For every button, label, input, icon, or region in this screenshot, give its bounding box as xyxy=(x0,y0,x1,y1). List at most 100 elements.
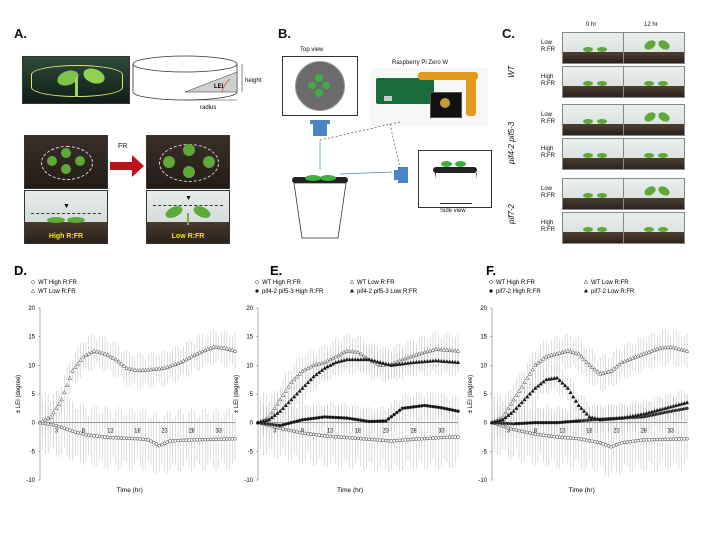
x-axis-label: Time (hr) xyxy=(337,487,363,494)
y-tick-label: 5 xyxy=(32,392,36,398)
data-point xyxy=(361,357,366,362)
x-tick-label: 18 xyxy=(134,429,141,435)
data-point xyxy=(403,361,408,366)
data-point xyxy=(378,359,383,364)
data-point xyxy=(633,354,638,359)
y-tick-label: -10 xyxy=(244,478,253,484)
data-point xyxy=(638,352,644,357)
data-point xyxy=(447,407,452,412)
data-point xyxy=(406,405,410,410)
data-point xyxy=(283,402,288,407)
data-point xyxy=(380,360,386,365)
data-point xyxy=(568,390,573,395)
data-point xyxy=(453,408,457,413)
high-rfr-side-photo: ▼ High R:FR xyxy=(24,190,108,244)
data-point xyxy=(294,391,300,396)
low-rfr-top-photo xyxy=(146,135,230,189)
data-point xyxy=(78,357,83,362)
side-view-box xyxy=(418,150,492,208)
data-point xyxy=(314,372,319,377)
legend-label: WT High R:FR xyxy=(262,280,302,286)
data-point xyxy=(614,416,619,421)
data-point xyxy=(408,360,413,365)
data-point xyxy=(110,355,116,360)
top-camera-icon xyxy=(310,120,330,136)
data-point xyxy=(297,418,302,423)
legend-label: pif7-2 Low R:FR xyxy=(591,289,635,295)
legend-label: pif7-2 High R:FR xyxy=(496,289,541,295)
data-point xyxy=(124,365,129,370)
lei-label: LEI xyxy=(214,84,224,90)
data-point xyxy=(205,346,211,351)
data-point xyxy=(278,408,283,413)
data-point xyxy=(297,430,302,435)
data-point xyxy=(598,417,603,422)
data-point xyxy=(442,406,446,411)
panel-letter-a: A. xyxy=(14,26,27,41)
data-point xyxy=(522,380,527,385)
data-point xyxy=(289,380,294,385)
y-tick-label: 10 xyxy=(246,363,253,369)
data-point xyxy=(595,416,600,421)
panel-letter-c: C. xyxy=(502,26,515,41)
data-point xyxy=(269,415,275,420)
x-tick-label: 8 xyxy=(82,429,86,435)
data-point xyxy=(395,410,399,415)
data-point xyxy=(280,392,286,397)
data-point xyxy=(571,349,576,354)
data-point xyxy=(119,361,124,366)
data-point xyxy=(94,349,100,354)
panel-letter-b: B. xyxy=(278,26,291,41)
data-point xyxy=(576,351,581,356)
y-axis-label: ± LEI (degree) xyxy=(16,375,22,413)
series-wt-low-r-fr xyxy=(37,328,238,440)
data-point xyxy=(614,364,619,369)
y-tick-label: 5 xyxy=(484,392,488,398)
data-point xyxy=(630,355,636,360)
data-point xyxy=(389,414,394,419)
data-point xyxy=(300,418,305,422)
side-camera-icon xyxy=(394,167,408,183)
data-point xyxy=(314,433,319,437)
data-point xyxy=(519,384,524,389)
data-point xyxy=(292,420,296,424)
data-point xyxy=(146,438,151,442)
data-point xyxy=(383,361,388,366)
data-point xyxy=(684,348,690,353)
top-view-box xyxy=(282,56,358,116)
data-point xyxy=(668,344,673,349)
data-point xyxy=(665,344,671,349)
data-point xyxy=(392,412,396,417)
data-point xyxy=(422,403,427,408)
data-point xyxy=(297,371,302,376)
data-point xyxy=(375,359,380,364)
genotype-label: pif4-2 pif5-3 xyxy=(507,121,516,164)
data-point xyxy=(419,359,425,364)
y-tick-label: -10 xyxy=(478,478,487,484)
data-point xyxy=(682,347,687,352)
legend-label: WT Low R:FR xyxy=(591,280,629,286)
legend-marker xyxy=(30,288,36,293)
data-point xyxy=(309,432,313,436)
data-point xyxy=(590,415,595,420)
x-tick-label: 28 xyxy=(410,429,417,435)
data-point xyxy=(416,359,422,364)
data-point xyxy=(272,413,277,418)
data-point xyxy=(151,366,156,371)
series-wt-high-r-fr xyxy=(38,392,237,476)
data-point xyxy=(450,359,455,364)
data-point xyxy=(608,368,614,373)
top-view-label: Top view xyxy=(300,47,324,53)
legend-marker xyxy=(349,279,355,284)
data-point xyxy=(219,345,224,350)
data-point xyxy=(317,415,321,420)
data-point xyxy=(200,349,205,354)
data-point xyxy=(297,388,302,393)
y-tick-label: 0 xyxy=(250,421,254,427)
data-point xyxy=(456,435,460,439)
data-point xyxy=(411,405,416,409)
fr-label: FR xyxy=(118,143,128,150)
data-point xyxy=(508,410,514,415)
data-point xyxy=(533,385,538,390)
data-point xyxy=(617,362,622,367)
